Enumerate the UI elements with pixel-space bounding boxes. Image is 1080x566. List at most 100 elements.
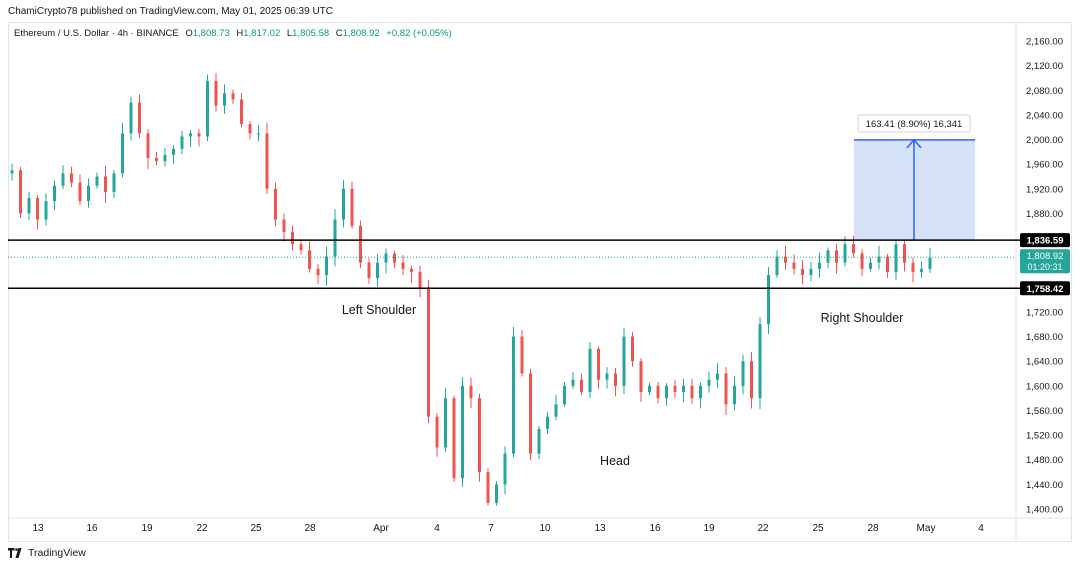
x-tick-label: 13	[594, 523, 606, 534]
candle-body	[44, 201, 48, 220]
candle-body	[282, 219, 286, 232]
candle-body	[614, 373, 617, 386]
candle-body	[112, 173, 116, 192]
candle-body	[376, 262, 379, 279]
x-tick-label: 25	[812, 523, 824, 534]
candle-body	[809, 268, 813, 275]
candle-body	[231, 93, 235, 100]
candle-body	[435, 416, 439, 448]
right-shoulder-label: Right Shoulder	[821, 311, 904, 325]
candle-body	[308, 250, 311, 269]
candle-body	[512, 336, 515, 454]
candle-body	[19, 170, 22, 214]
candle-body	[690, 385, 694, 399]
y-tick-label: 1,880.00	[1026, 209, 1063, 220]
support-price-label: 1,758.42	[1027, 284, 1064, 295]
candle-body	[724, 373, 728, 405]
candle-body	[733, 385, 736, 405]
candle-body	[835, 250, 838, 263]
candle-body	[95, 176, 99, 186]
candle-body	[546, 416, 549, 429]
candle-body	[36, 198, 39, 220]
candle-body	[673, 385, 677, 392]
candle-body	[767, 275, 770, 325]
y-tick-label: 2,080.00	[1026, 86, 1063, 97]
x-tick-label: 22	[196, 523, 208, 534]
candle-body	[410, 268, 413, 272]
x-tick-label: May	[917, 523, 936, 534]
candle-body	[520, 336, 524, 374]
publisher-line: ChamiCrypto78 published on TradingView.c…	[8, 6, 333, 17]
countdown-label: 01:20:31	[1027, 262, 1062, 272]
candle-body	[104, 176, 107, 192]
candle-body	[163, 154, 167, 162]
left-shoulder-label: Left Shoulder	[342, 303, 416, 317]
y-tick-label: 2,160.00	[1026, 37, 1063, 48]
candle-body	[325, 256, 328, 275]
candle-body	[189, 133, 192, 137]
candle-body	[70, 173, 73, 183]
candle-body	[682, 385, 685, 392]
candle-body	[648, 385, 651, 392]
y-tick-label: 2,000.00	[1026, 135, 1063, 146]
candle-body	[801, 268, 804, 275]
candle-body	[121, 133, 124, 174]
candle-body	[333, 219, 337, 257]
head-label: Head	[600, 454, 630, 468]
candle-body	[138, 102, 141, 134]
close-label: C	[335, 28, 343, 39]
y-tick-label: 1,480.00	[1026, 455, 1063, 466]
x-tick-label: 25	[250, 523, 262, 534]
x-tick-label: Apr	[373, 523, 389, 534]
candle-body	[699, 385, 702, 399]
y-tick-label: 1,560.00	[1026, 406, 1063, 417]
candle-body	[197, 133, 201, 137]
y-tick-label: 1,520.00	[1026, 431, 1063, 442]
candle-body	[223, 93, 226, 106]
candle-body	[87, 185, 90, 202]
candle-body	[27, 198, 31, 214]
candle-body	[444, 398, 447, 448]
candle-body	[495, 484, 498, 503]
x-tick-label: 16	[649, 523, 661, 534]
candle-body	[707, 379, 711, 386]
low-label: L	[286, 28, 293, 39]
candle-body	[240, 99, 243, 125]
candle-body	[877, 256, 881, 263]
candle-body	[393, 253, 396, 263]
candle-body	[299, 244, 303, 251]
candle-body	[214, 81, 218, 106]
x-tick-label: 28	[304, 523, 316, 534]
y-tick-label: 1,960.00	[1026, 160, 1063, 171]
y-tick-label: 2,040.00	[1026, 110, 1063, 121]
y-tick-label: 1,920.00	[1026, 184, 1063, 195]
candle-body	[758, 324, 762, 399]
candle-body	[418, 271, 422, 288]
candle-body	[563, 385, 566, 405]
candle-body	[665, 385, 668, 399]
tradingview-logo-icon	[8, 548, 22, 558]
current-price-label: 1,808.92	[1027, 251, 1064, 262]
candle-body	[257, 133, 260, 135]
candle-body	[461, 385, 464, 479]
current-price-tag	[1020, 249, 1070, 274]
y-tick-label: 2,120.00	[1026, 61, 1063, 72]
resistance-price-tag	[1020, 233, 1070, 248]
x-tick-label: 28	[867, 523, 879, 534]
candle-body	[10, 170, 14, 174]
candle-body	[478, 398, 481, 473]
candle-body	[172, 148, 175, 155]
candle-body	[384, 253, 388, 263]
candle-body	[427, 287, 430, 417]
candle-body	[265, 133, 269, 189]
candle-body	[920, 268, 923, 272]
high-label: H	[236, 28, 244, 39]
candle-body	[452, 398, 456, 479]
chart-frame[interactable]	[8, 22, 1072, 542]
candle-body	[129, 102, 133, 134]
candle-body	[53, 185, 56, 202]
x-tick-label: 22	[757, 523, 769, 534]
candle-body	[146, 133, 150, 158]
candle-body	[155, 158, 158, 162]
